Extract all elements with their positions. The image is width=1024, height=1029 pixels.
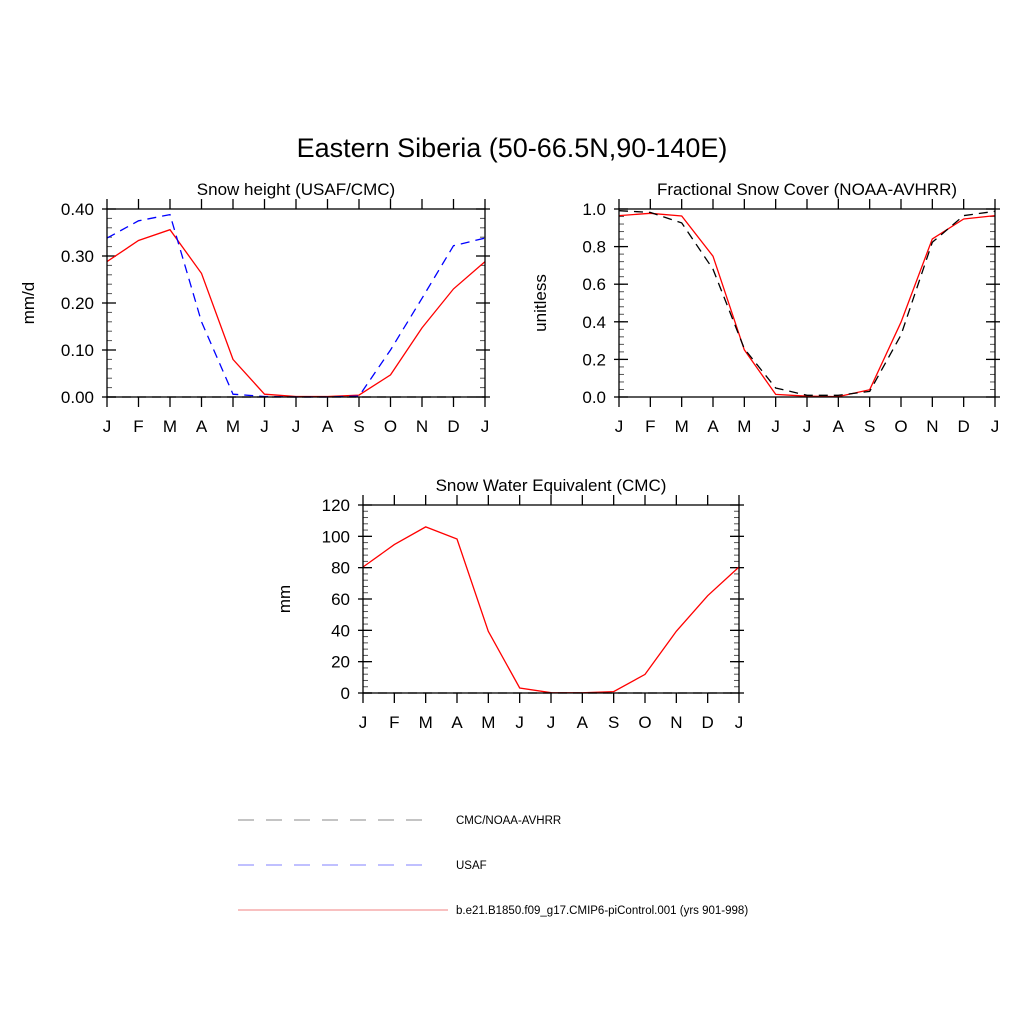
x-tick-label: A: [577, 713, 589, 732]
y-tick-label: 0.4: [582, 313, 606, 332]
x-tick-label: S: [864, 417, 875, 436]
y-tick-label: 0.6: [582, 275, 606, 294]
y-tick-label: 0.10: [61, 341, 94, 360]
x-tick-label: J: [515, 713, 524, 732]
y-tick-label: 80: [331, 559, 350, 578]
legend-label: b.e21.B1850.f09_g17.CMIP6-piControl.001 …: [456, 905, 748, 917]
y-tick-label: 0.00: [61, 388, 94, 407]
y-tick-label: 0.8: [582, 238, 606, 257]
x-tick-label: M: [226, 417, 240, 436]
y-tick-label: 0.20: [61, 294, 94, 313]
x-tick-label: J: [359, 713, 368, 732]
y-tick-label: 0.30: [61, 247, 94, 266]
series-line-model: [107, 230, 485, 397]
x-tick-label: O: [638, 713, 651, 732]
chart-panel-1: Snow height (USAF/CMC) mm/d 0.00 0.10 0.20 0.…: [19, 180, 490, 436]
chart-title: Snow height (USAF/CMC): [197, 180, 395, 199]
x-tick-label: F: [389, 713, 399, 732]
x-tick-label: M: [419, 713, 433, 732]
x-tick-label: J: [481, 417, 490, 436]
y-tick-label: 0.0: [582, 388, 606, 407]
series-line-model: [363, 527, 739, 693]
plot-frame: [363, 505, 739, 693]
plot-frame: [619, 209, 995, 397]
chart-title: Fractional Snow Cover (NOAA-AVHRR): [657, 180, 957, 199]
x-tick-label: A: [707, 417, 719, 436]
x-tick-label: J: [771, 417, 780, 436]
x-tick-label: J: [803, 417, 812, 436]
x-tick-label: J: [615, 417, 624, 436]
x-tick-label: S: [353, 417, 364, 436]
x-tick-label: M: [481, 713, 495, 732]
x-tick-label: J: [103, 417, 112, 436]
x-tick-label: J: [735, 713, 744, 732]
x-tick-label: J: [547, 713, 556, 732]
figure-title: Eastern Siberia (50-66.5N,90-140E): [297, 133, 728, 163]
y-tick-label: 0.2: [582, 350, 606, 369]
y-tick-label: 120: [322, 496, 350, 515]
y-axis-label: unitless: [531, 274, 550, 332]
series-line-model: [619, 213, 995, 396]
y-tick-label: 1.0: [582, 200, 606, 219]
x-tick-label: J: [991, 417, 1000, 436]
x-tick-label: M: [737, 417, 751, 436]
chart-panel-3: Snow Water Equivalent (CMC) mm 0 20 40 60 80 10…: [275, 476, 744, 732]
y-axis-label: mm: [275, 585, 294, 613]
chart-panel-2: Fractional Snow Cover (NOAA-AVHRR) unitle…: [531, 180, 1000, 436]
x-tick-label: M: [675, 417, 689, 436]
x-tick-label: O: [384, 417, 397, 436]
x-tick-label: A: [322, 417, 334, 436]
x-tick-label: D: [702, 713, 714, 732]
x-tick-label: D: [958, 417, 970, 436]
x-tick-label: F: [645, 417, 655, 436]
x-tick-label: A: [833, 417, 845, 436]
x-tick-label: M: [163, 417, 177, 436]
y-axis-label: mm/d: [19, 282, 38, 325]
y-tick-label: 20: [331, 653, 350, 672]
y-tick-label: 60: [331, 590, 350, 609]
y-tick-label: 0: [341, 684, 350, 703]
chart-title: Snow Water Equivalent (CMC): [436, 476, 667, 495]
x-tick-label: F: [133, 417, 143, 436]
x-tick-label: A: [451, 713, 463, 732]
x-tick-label: N: [670, 713, 682, 732]
plot-frame: [107, 209, 485, 397]
x-tick-label: S: [608, 713, 619, 732]
x-tick-label: N: [926, 417, 938, 436]
series-line-cmc: [619, 211, 995, 396]
y-tick-label: 100: [322, 527, 350, 546]
y-tick-label: 0.40: [61, 200, 94, 219]
y-tick-label: 40: [331, 621, 350, 640]
legend-label: USAF: [456, 860, 487, 872]
series-line-usaf: [107, 215, 485, 397]
x-tick-label: J: [260, 417, 269, 436]
legend: CMC/NOAA-AVHRR USAF b.e21.B1850.f09_g17.CM…: [238, 815, 748, 917]
x-tick-label: O: [894, 417, 907, 436]
legend-label: CMC/NOAA-AVHRR: [456, 815, 561, 827]
x-tick-label: D: [447, 417, 459, 436]
x-tick-label: J: [292, 417, 301, 436]
x-tick-label: N: [416, 417, 428, 436]
x-tick-label: A: [196, 417, 208, 436]
